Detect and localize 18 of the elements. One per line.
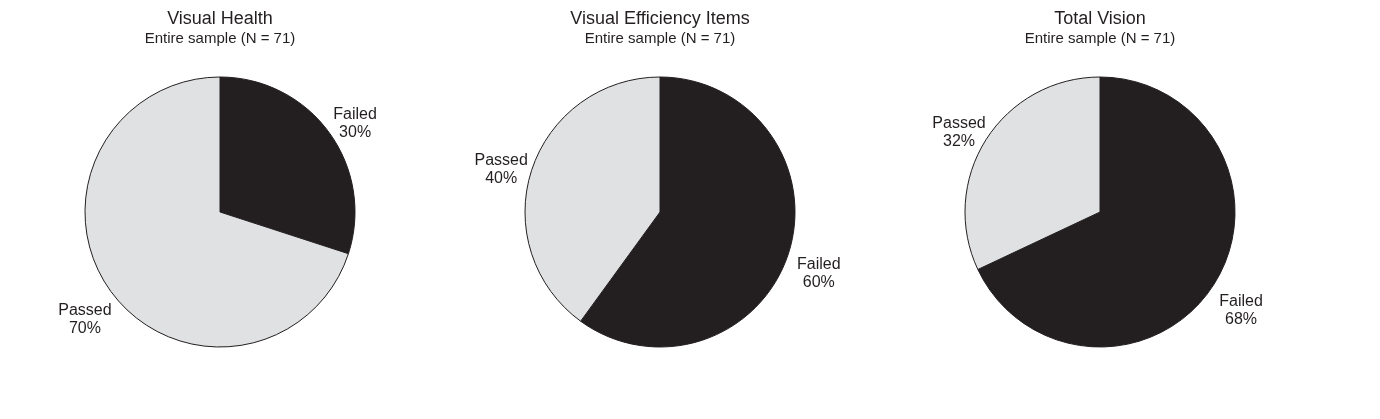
slice-label: Failed [333,104,377,122]
data-label: 68% [1224,310,1258,328]
slice-label: Passed [932,113,986,131]
data-label: 30% [339,122,372,140]
data-label: 60% [802,272,835,290]
slice-label: Passed [58,301,112,319]
chart-title: Total Vision [1054,8,1146,28]
chart-title: Visual Efficiency Items [570,8,750,28]
chart-subtitle: Entire sample (N = 71) [1024,29,1176,46]
chart-subtitle: Entire sample (N = 71) [584,29,736,46]
data-label: 32% [942,131,976,149]
data-label: 70% [68,319,101,337]
data-label: 40% [485,169,518,187]
slice-label: Failed [797,254,841,272]
slice-label: Failed [1219,292,1263,310]
chart-title: Visual Health [167,8,273,28]
chart-subtitle: Entire sample (N = 71) [144,29,296,46]
slice-label: Passed [474,151,528,169]
